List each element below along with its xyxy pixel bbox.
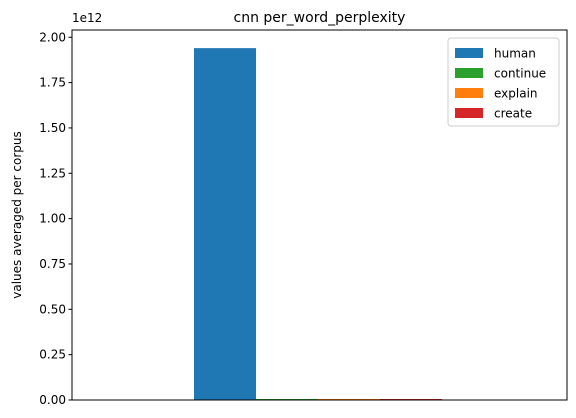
y-tick-label: 1.00 <box>39 212 66 226</box>
chart-title: cnn per_word_perplexity <box>234 10 406 26</box>
legend-swatch-human <box>455 48 483 58</box>
legend-swatch-continue <box>455 68 483 78</box>
bars <box>194 48 442 400</box>
axes-frame <box>71 29 568 401</box>
legend-label-create: create <box>494 107 532 121</box>
y-axis-ticks: 0.00 0.25 0.50 0.75 1.00 1.25 1.50 1.75 2.00 <box>39 30 72 407</box>
y-tick-label: 2.00 <box>39 30 66 44</box>
y-tick-label: 0.25 <box>39 348 66 362</box>
legend-box <box>447 37 560 127</box>
y-tick-label: 0.50 <box>39 302 66 316</box>
bar-human <box>194 48 256 400</box>
legend-label-human: human <box>494 47 536 61</box>
y-tick-label: 1.25 <box>39 166 66 180</box>
legend-label-explain: explain <box>494 87 538 101</box>
y-axis-label: values averaged per corpus <box>10 131 24 299</box>
y-tick-label: 0.00 <box>39 393 66 407</box>
y-axis-offset-text: 1e12 <box>72 11 102 25</box>
legend: human continue explain create <box>447 37 560 127</box>
y-tick-label: 1.50 <box>39 121 66 135</box>
legend-label-continue: continue <box>494 67 546 81</box>
legend-swatch-explain <box>455 88 483 98</box>
legend-swatch-create <box>455 108 483 118</box>
y-tick-label: 0.75 <box>39 257 66 271</box>
y-tick-label: 1.75 <box>39 76 66 90</box>
